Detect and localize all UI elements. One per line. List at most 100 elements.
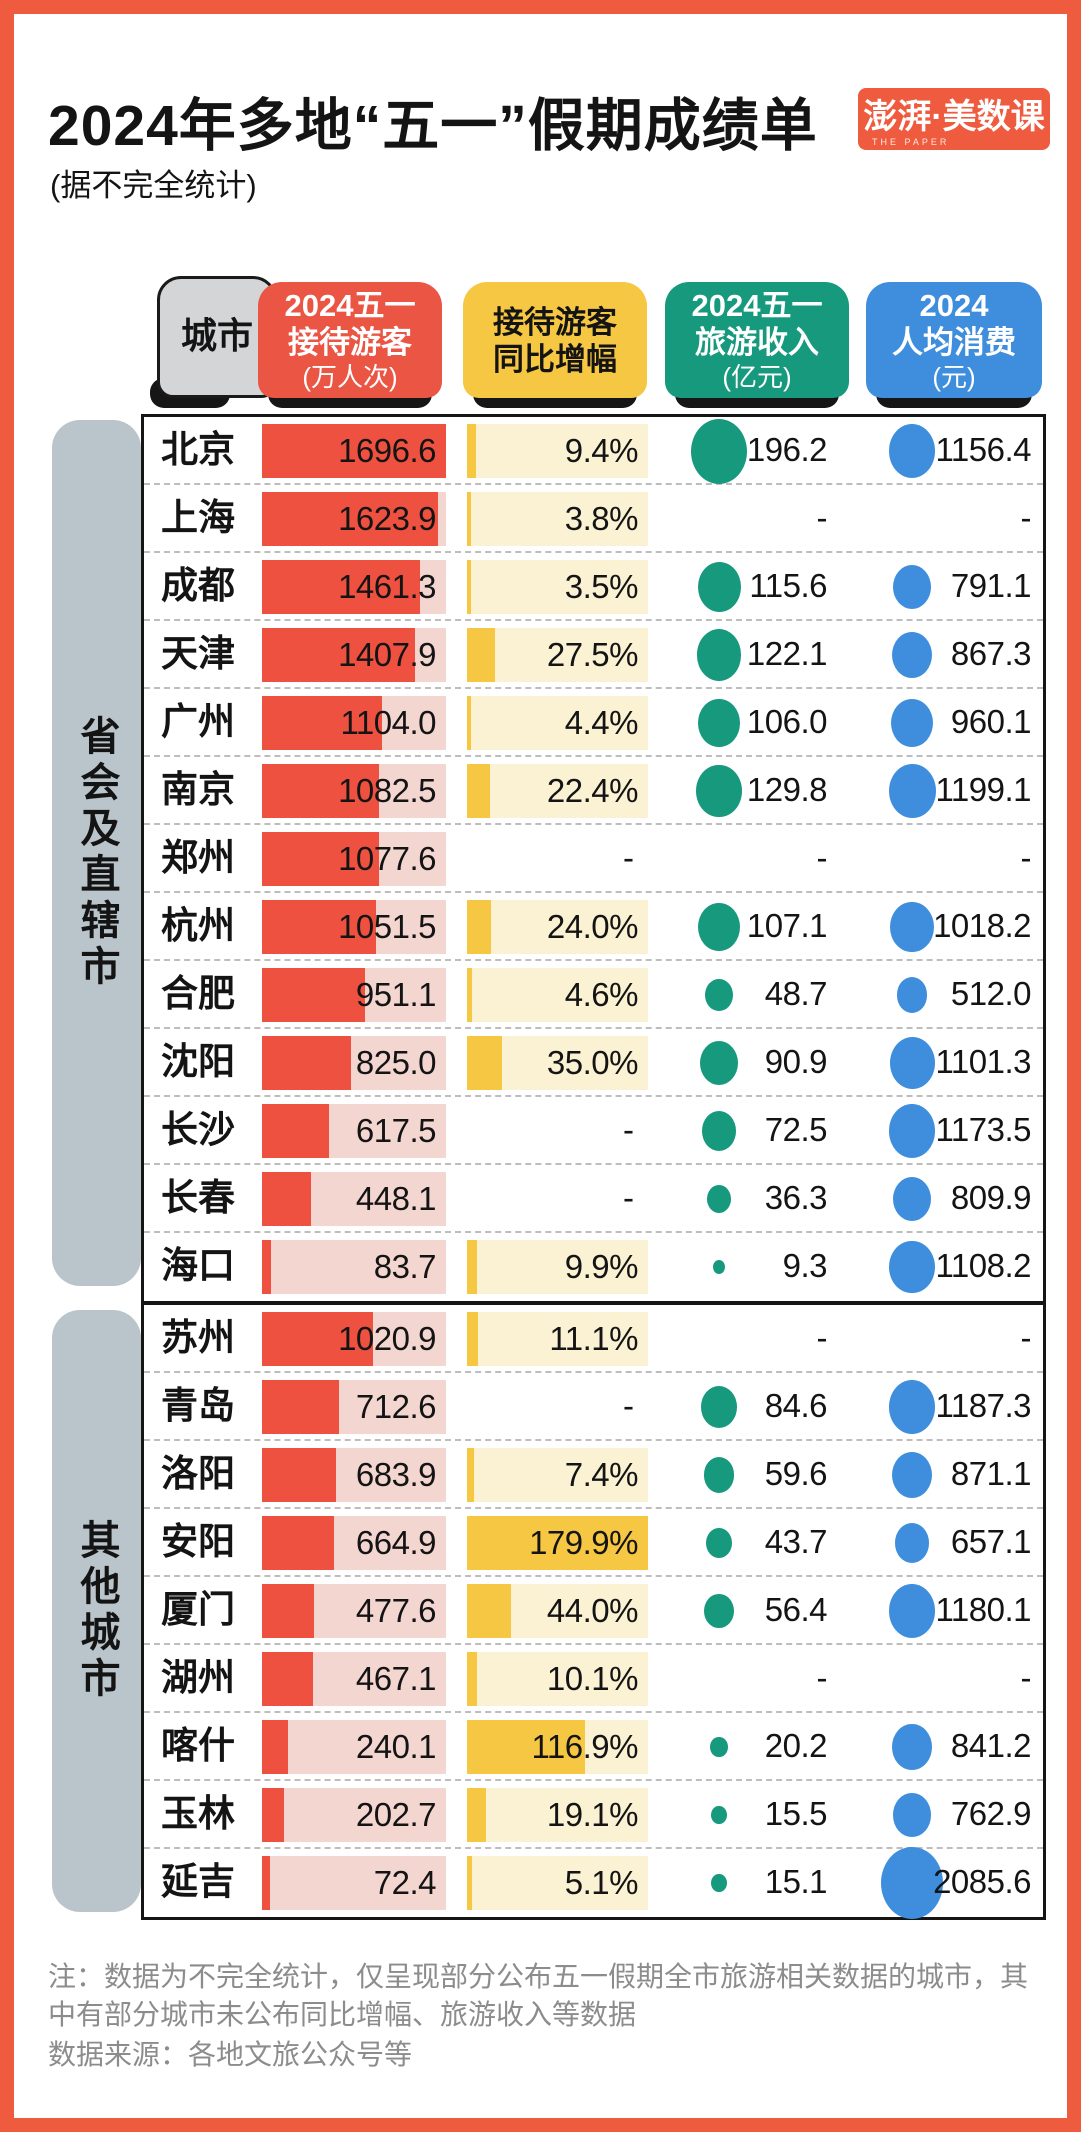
growth-bar-fill [467,1036,503,1090]
column-header-growth-line1: 接待游客 [493,305,617,340]
visitors-value: 1020.9 [338,1320,436,1357]
column-header-visitors-line1: 2024五一 [284,288,416,323]
data-table: 北京 1696.6 9.4% 196.2 1156.4 上海 1623.9 [141,414,1046,1920]
revenue-value: 56.4 [764,1591,828,1628]
revenue-circle [702,1111,736,1151]
data-source-text: 数据来源：各地文旅公众号等 [48,2039,413,2070]
table-row: 海口 83.7 9.9% 9.3 1108.2 [144,1233,1043,1301]
page-title: 2024年多地“五一”假期成绩单 [48,94,818,158]
revenue-value: 15.5 [764,1795,828,1832]
visitors-bar-track: 477.6 [262,1584,446,1638]
visitors-bar-fill [262,1380,340,1434]
visitors-value: 477.6 [355,1592,437,1629]
revenue-value: 59.6 [764,1455,828,1492]
group-label-capitals: 省会及直辖市 [74,715,119,991]
visitors-bar-fill [262,1312,373,1366]
city-label: 上海 [161,497,235,538]
visitors-bar-track: 1020.9 [262,1312,446,1366]
revenue-value: 9.3 [782,1247,828,1284]
spend-circle [892,1724,932,1770]
group-rows-capitals: 北京 1696.6 9.4% 196.2 1156.4 上海 1623.9 [144,417,1043,1301]
table-row: 杭州 1051.5 24.0% 107.1 1018.2 [144,893,1043,961]
growth-bar-track: 5.1% [467,1856,648,1910]
visitors-value: 1077.6 [338,840,436,877]
growth-value: 35.0% [546,1044,639,1081]
growth-bar-fill [467,424,477,478]
revenue-value: 90.9 [764,1043,828,1080]
column-header-visitors-unit: (万人次) [302,362,398,392]
revenue-no-data: - [816,499,828,536]
growth-bar-track: 44.0% [467,1584,648,1638]
growth-bar-track: 9.9% [467,1240,648,1294]
revenue-circle [712,1259,726,1274]
spend-value: 1018.2 [933,907,1031,944]
revenue-value: 122.1 [746,635,828,672]
growth-bar-fill [467,1516,648,1570]
city-label: 南京 [161,769,235,810]
city-label: 厦门 [161,1589,235,1630]
visitors-bar-fill [262,696,382,750]
table-row: 广州 1104.0 4.4% 106.0 960.1 [144,689,1043,757]
table-row: 郑州 1077.6 - - - [144,825,1043,893]
revenue-circle [704,1593,734,1629]
revenue-value: 43.7 [764,1523,828,1560]
visitors-bar-track: 1082.5 [262,764,446,818]
visitors-bar-fill [262,832,379,886]
spend-value: 1187.3 [935,1387,1032,1424]
spend-circle [889,1240,935,1294]
growth-bar-fill [467,492,471,546]
visitors-bar-fill [262,628,415,682]
column-header-spend-line2: 人均消费 [892,325,1016,360]
city-label: 沈阳 [161,1041,235,1082]
visitors-value: 240.1 [355,1728,437,1765]
city-label: 洛阳 [161,1453,235,1494]
visitors-bar-track: 448.1 [262,1172,446,1226]
revenue-circle [691,418,747,484]
growth-bar-fill [467,1312,479,1366]
column-header-visitors-line2: 接待游客 [288,325,412,360]
visitors-value: 1104.0 [340,704,437,741]
visitors-value: 664.9 [355,1524,437,1561]
spend-circle [893,1793,931,1837]
spend-circle [888,763,936,819]
visitors-bar-fill [262,1856,270,1910]
spend-value: 960.1 [950,703,1032,740]
column-header-revenue-unit: (亿元) [722,362,792,392]
growth-bar-track: 3.5% [467,560,648,614]
spend-circle [888,1379,936,1435]
visitors-bar-fill [262,1104,329,1158]
visitors-bar-track: 1077.6 [262,832,446,886]
group-bracket-capitals: 省会及直辖市 [52,420,141,1286]
table-row: 苏州 1020.9 11.1% - - [144,1305,1043,1373]
city-label: 天津 [161,633,235,674]
spend-circle [892,1451,933,1499]
growth-bar-track: 9.4% [467,424,648,478]
spend-value: 1156.4 [935,431,1032,468]
revenue-circle [711,1805,727,1825]
visitors-value: 825.0 [355,1044,437,1081]
visitors-value: 202.7 [355,1796,437,1833]
growth-value: 9.4% [564,432,639,469]
growth-bar-track: 22.4% [467,764,648,818]
revenue-circle [696,629,742,681]
spend-circle [888,1104,936,1158]
visitors-value: 617.5 [355,1112,437,1149]
growth-bar-fill [467,560,471,614]
growth-no-data: - [623,1179,634,1216]
growth-bar-fill [467,1720,585,1774]
visitors-bar-fill [262,492,439,546]
visitors-bar-fill [262,900,377,954]
growth-bar-track: 35.0% [467,1036,648,1090]
city-label: 喀什 [161,1725,235,1766]
spend-no-data: - [1020,499,1032,536]
visitors-value: 83.7 [373,1248,437,1285]
growth-bar-track: 27.5% [467,628,648,682]
table-row: 延吉 72.4 5.1% 15.1 2085.6 [144,1847,1043,1919]
column-header-revenue-line1: 2024五一 [691,288,823,323]
table-row: 长沙 617.5 - 72.5 1173.5 [144,1097,1043,1165]
publisher-logo-subtext: THE PAPER [872,137,950,147]
table-row: 天津 1407.9 27.5% 122.1 867.3 [144,621,1043,689]
growth-value: 179.9% [529,1524,638,1561]
visitors-bar-fill [262,1448,337,1502]
